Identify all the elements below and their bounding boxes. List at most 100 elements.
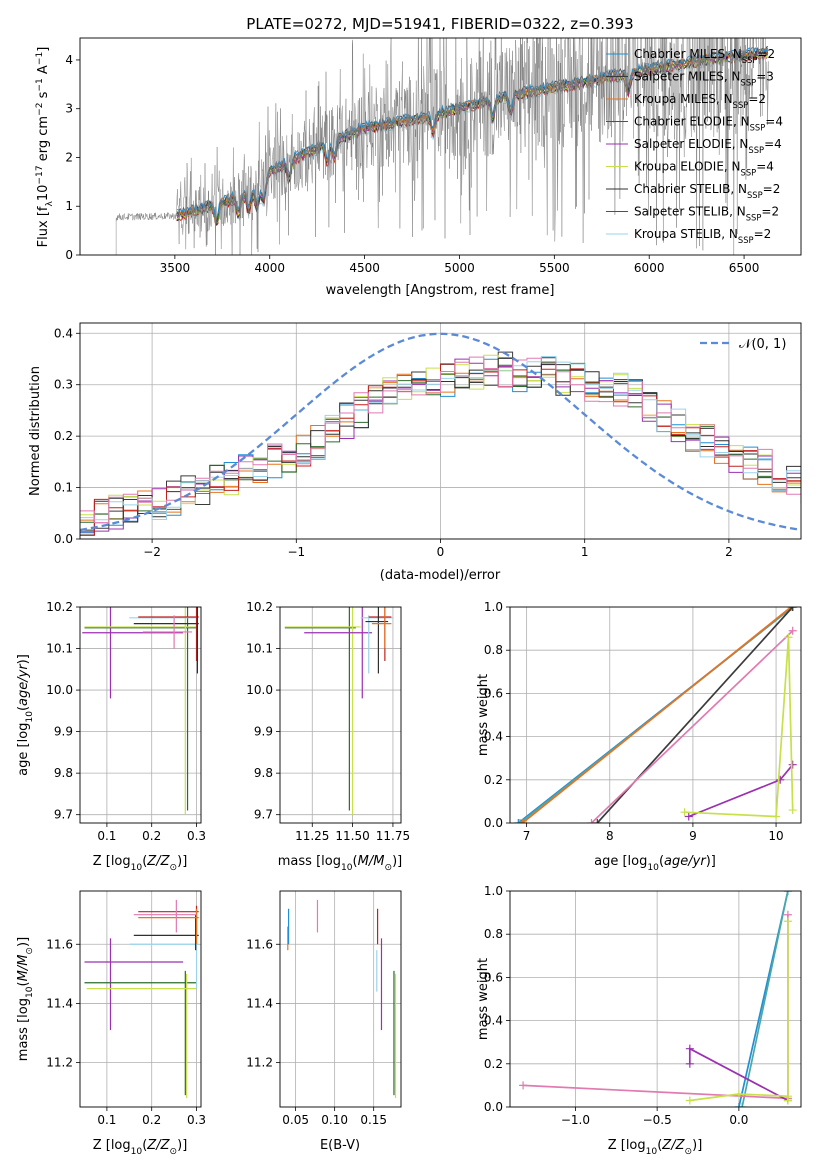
- y-tick-label: 9.9: [54, 725, 73, 739]
- y-tick-label: 10.1: [246, 642, 273, 656]
- axes-frame: [79, 322, 802, 540]
- y-tick-label: 10.2: [46, 600, 73, 614]
- plot-area-weight-vs-Z: [510, 891, 801, 1107]
- x-tick-label: 0: [437, 545, 445, 559]
- weight-line: [684, 637, 794, 818]
- x-tick-label: 4000: [254, 261, 285, 275]
- x-tick-label: 10: [768, 829, 783, 843]
- x-axis-label: Z [log10(Z/Z⊙)]: [608, 1138, 703, 1157]
- plot-area-weight-vs-age: [510, 607, 801, 823]
- y-tick-label: 11.6: [46, 937, 73, 951]
- y-axis-label: mass weight: [476, 958, 491, 1040]
- weight-marker: [772, 812, 781, 821]
- x-tick-label: 11.25: [295, 829, 329, 843]
- y-tick-label: 11.2: [46, 1056, 73, 1070]
- plot-area-spectrum: [115, 38, 769, 255]
- weight-marker: [788, 760, 797, 769]
- legend-entry: Kroupa ELODIE, NSSP=4: [634, 160, 774, 178]
- legend-entry: Salpeter STELIB, NSSP=2: [634, 205, 779, 223]
- y-tick-label: 9.8: [254, 766, 273, 780]
- x-axis-label: mass [log10(M/M⊙)]: [278, 854, 402, 873]
- weight-marker: [776, 775, 785, 784]
- panel-residuals: −2 −1 0 1 2 0.0 0.1 0.2 0.3 0.4 𝒩(0, 1) (data-model…: [28, 322, 802, 583]
- x-tick-label: 11.50: [335, 829, 369, 843]
- weight-line: [523, 914, 789, 1100]
- panel-age-vs-Z: 0.1 0.2 0.3 9.7 9.8 9.9 10.0 10.1 10.2 Z [log10(Z…: [16, 600, 206, 873]
- histogram-step: [80, 356, 801, 524]
- plot-area-residuals: [80, 323, 801, 539]
- weight-line: [741, 891, 789, 1107]
- histogram-step: [80, 366, 801, 521]
- x-tick-label: 9: [689, 829, 697, 843]
- y-tick-label: 0.6: [484, 970, 503, 984]
- axes-frame: [79, 890, 202, 1108]
- x-tick-label: 6500: [729, 261, 760, 275]
- x-tick-label: 4500: [349, 261, 380, 275]
- y-tick-label: 11.2: [246, 1056, 273, 1070]
- panel-weight-vs-age: 7 8 9 10 0.0 0.2 0.4 0.6 0.8 1.0 age [log10(age/yr…: [476, 600, 802, 873]
- weight-marker: [783, 891, 792, 895]
- x-tick-label: 0.10: [321, 1113, 348, 1127]
- weight-marker: [680, 808, 689, 817]
- panels: 3500 4000 4500 5000 5500 6000 6500 0 1 2 3 4 Chabrie…: [16, 37, 802, 1157]
- legend-entry: Chabrier ELODIE, NSSP=4: [634, 115, 783, 133]
- y-tick-label: 9.7: [254, 808, 273, 822]
- histogram-step: [80, 351, 801, 536]
- weight-marker: [783, 917, 792, 926]
- x-axis-label: age [log10(age/yr)]: [594, 854, 716, 873]
- y-tick-label: 0.4: [484, 730, 503, 744]
- x-tick-label: 0.2: [142, 1113, 161, 1127]
- weight-marker: [587, 819, 596, 823]
- axes-frame: [79, 37, 802, 256]
- y-tick-label: 0.0: [484, 816, 503, 830]
- x-tick-label: 0.1: [97, 829, 116, 843]
- x-tick-label: 0.05: [282, 1113, 309, 1127]
- y-tick-label: 9.8: [54, 766, 73, 780]
- x-tick-label: 2: [725, 545, 733, 559]
- x-tick-label: 0.1: [97, 1113, 116, 1127]
- x-tick-label: 6000: [634, 261, 665, 275]
- y-tick-label: 0.0: [54, 532, 73, 546]
- x-tick-label: 0.15: [360, 1113, 387, 1127]
- y-tick-label: 1.0: [484, 600, 503, 614]
- y-axis-label: mass weight: [476, 674, 491, 756]
- y-tick-label: 0.2: [54, 429, 73, 443]
- x-tick-label: 0.0: [729, 1113, 748, 1127]
- axes-frame: [509, 890, 802, 1108]
- histogram-step: [80, 356, 801, 521]
- weight-marker: [515, 819, 524, 823]
- x-tick-label: −0.5: [643, 1113, 672, 1127]
- y-tick-label: 0.8: [484, 643, 503, 657]
- y-axis-label: mass [log10(M/M⊙)]: [16, 937, 35, 1061]
- y-tick-label: 11.4: [246, 996, 273, 1010]
- y-tick-label: 4: [65, 53, 73, 67]
- y-tick-label: 9.9: [254, 725, 273, 739]
- y-tick-label: 9.7: [54, 808, 73, 822]
- y-tick-label: 10.0: [46, 683, 73, 697]
- weight-marker: [519, 1081, 528, 1090]
- panel-age-vs-mass: 11.25 11.50 11.75 9.7 9.8 9.9 10.0 10.1 10.2 mass…: [246, 600, 410, 873]
- panel-mass-vs-Z: 0.1 0.2 0.3 11.2 11.4 11.6 Z [log10(Z/Z⊙)] mass…: [16, 890, 206, 1157]
- weight-marker: [788, 806, 797, 815]
- x-tick-label: 0.3: [187, 829, 206, 843]
- y-tick-label: 1.0: [484, 884, 503, 898]
- axes-frame: [279, 606, 402, 824]
- weight-marker: [734, 1103, 743, 1107]
- legend-entry: Kroupa STELIB, NSSP=2: [634, 227, 771, 245]
- plot-area-mass-vs-EBV: [280, 891, 401, 1107]
- legend-entry: Kroupa MILES, NSSP=2: [634, 92, 766, 110]
- y-axis-label: Flux [fλ10−17 erg cm−2 s−1 A−1]: [35, 47, 55, 248]
- legend-entry: Salpeter MILES, NSSP=3: [634, 70, 774, 88]
- y-axis-label: age [log10(age/yr)]: [16, 654, 35, 776]
- weight-marker: [734, 1090, 743, 1099]
- panel-mass-vs-EBV: 0.05 0.10 0.15 11.2 11.4 11.6 E(B-V): [246, 890, 402, 1153]
- plot-area-age-vs-Z: [80, 607, 201, 823]
- axes-frame: [509, 606, 802, 824]
- weight-marker: [738, 1103, 747, 1107]
- x-tick-label: 8: [606, 829, 614, 843]
- y-tick-label: 0.2: [484, 1057, 503, 1071]
- weight-marker: [788, 607, 797, 611]
- weight-marker: [685, 1059, 694, 1068]
- axes-frame: [279, 890, 402, 1108]
- x-axis-label: wavelength [Angstrom, rest frame]: [326, 283, 555, 298]
